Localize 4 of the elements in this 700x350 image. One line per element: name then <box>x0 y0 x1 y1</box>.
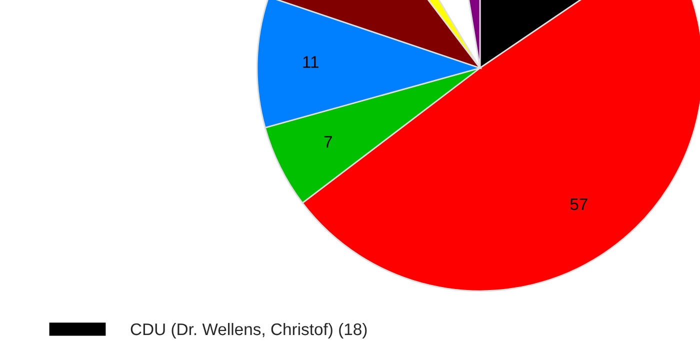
data-label: 11 <box>303 56 318 68</box>
data-label: 7 <box>324 136 332 148</box>
legend-label: CDU (Dr. Wellens, Christof) (18) <box>130 322 367 338</box>
data-label: 57 <box>570 198 588 210</box>
